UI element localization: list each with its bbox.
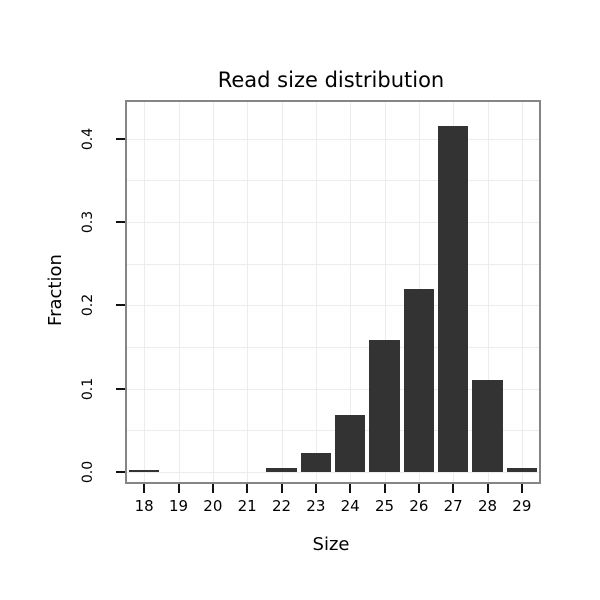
horizontal-gridline (127, 347, 539, 348)
x-tick-label-18: 18 (134, 497, 154, 515)
x-tick-label-25: 25 (374, 497, 395, 515)
x-axis-tick (486, 484, 489, 493)
vertical-gridline (178, 102, 180, 482)
bar-size-26 (403, 288, 434, 472)
x-tick-label-29: 29 (512, 497, 532, 515)
bar-size-25 (369, 340, 400, 472)
y-axis-tick (116, 221, 125, 223)
x-axis-label: Size (312, 534, 350, 555)
horizontal-gridline (127, 430, 539, 432)
vertical-gridline (521, 102, 523, 482)
plot-area (125, 100, 541, 484)
bar-size-27 (438, 126, 469, 472)
bar-size-22 (266, 467, 297, 472)
x-axis-tick (417, 484, 420, 493)
vertical-gridline (350, 102, 352, 482)
horizontal-gridline (127, 222, 539, 223)
bar-size-28 (472, 380, 503, 472)
horizontal-gridline (127, 180, 539, 182)
y-tick-label-0.4: 0.4 (80, 127, 96, 150)
x-axis-tick (383, 484, 386, 493)
vertical-gridline (384, 102, 386, 482)
vertical-gridline (315, 102, 317, 482)
y-tick-label-0.3: 0.3 (80, 210, 96, 234)
vertical-gridline (144, 102, 146, 482)
x-axis-tick (314, 484, 317, 493)
x-tick-label-24: 24 (340, 497, 360, 515)
vertical-gridline (281, 102, 283, 482)
x-axis-tick (452, 484, 455, 493)
x-axis-tick (211, 484, 214, 493)
vertical-gridline (487, 102, 489, 482)
x-tick-label-21: 21 (237, 497, 257, 515)
y-axis-tick (116, 137, 125, 140)
y-tick-label-0.0: 0.0 (80, 460, 96, 484)
horizontal-gridline (127, 138, 539, 140)
vertical-gridline (212, 102, 214, 482)
bar-size-18 (129, 469, 160, 472)
x-axis-tick (246, 484, 249, 493)
horizontal-gridline (127, 472, 539, 473)
x-axis-tick (520, 484, 523, 493)
y-tick-label-0.1: 0.1 (80, 377, 96, 400)
y-axis-label: Fraction (44, 254, 66, 326)
x-axis-tick (143, 484, 146, 493)
x-axis-tick (349, 484, 352, 493)
x-tick-label-20: 20 (203, 497, 223, 515)
chart-title: Read size distribution (217, 68, 445, 92)
y-axis-tick (116, 304, 125, 307)
horizontal-gridline (127, 263, 539, 265)
bar-size-23 (300, 452, 331, 472)
y-tick-label-0.2: 0.2 (80, 294, 96, 317)
y-axis-tick (116, 471, 125, 473)
horizontal-gridline (127, 305, 539, 307)
bar-size-24 (335, 415, 366, 472)
x-tick-label-19: 19 (168, 497, 189, 515)
horizontal-gridline (127, 388, 539, 390)
bar-size-29 (506, 467, 537, 472)
x-tick-label-28: 28 (477, 497, 498, 515)
y-axis-tick (116, 387, 125, 390)
vertical-gridline (247, 102, 249, 482)
x-tick-label-26: 26 (409, 497, 429, 515)
x-axis-tick (280, 484, 283, 493)
x-tick-label-23: 23 (306, 497, 326, 515)
x-axis-tick (177, 484, 180, 493)
x-tick-label-27: 27 (443, 497, 463, 515)
x-tick-label-22: 22 (271, 497, 292, 515)
